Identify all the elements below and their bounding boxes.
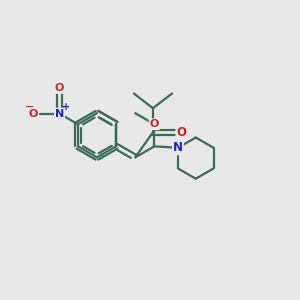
Text: −: −: [25, 102, 34, 112]
Text: O: O: [28, 109, 38, 118]
Text: O: O: [55, 83, 64, 93]
Text: O: O: [150, 119, 159, 129]
Text: +: +: [62, 102, 70, 112]
Text: N: N: [173, 141, 183, 154]
Text: N: N: [55, 109, 64, 118]
Text: O: O: [176, 126, 187, 139]
